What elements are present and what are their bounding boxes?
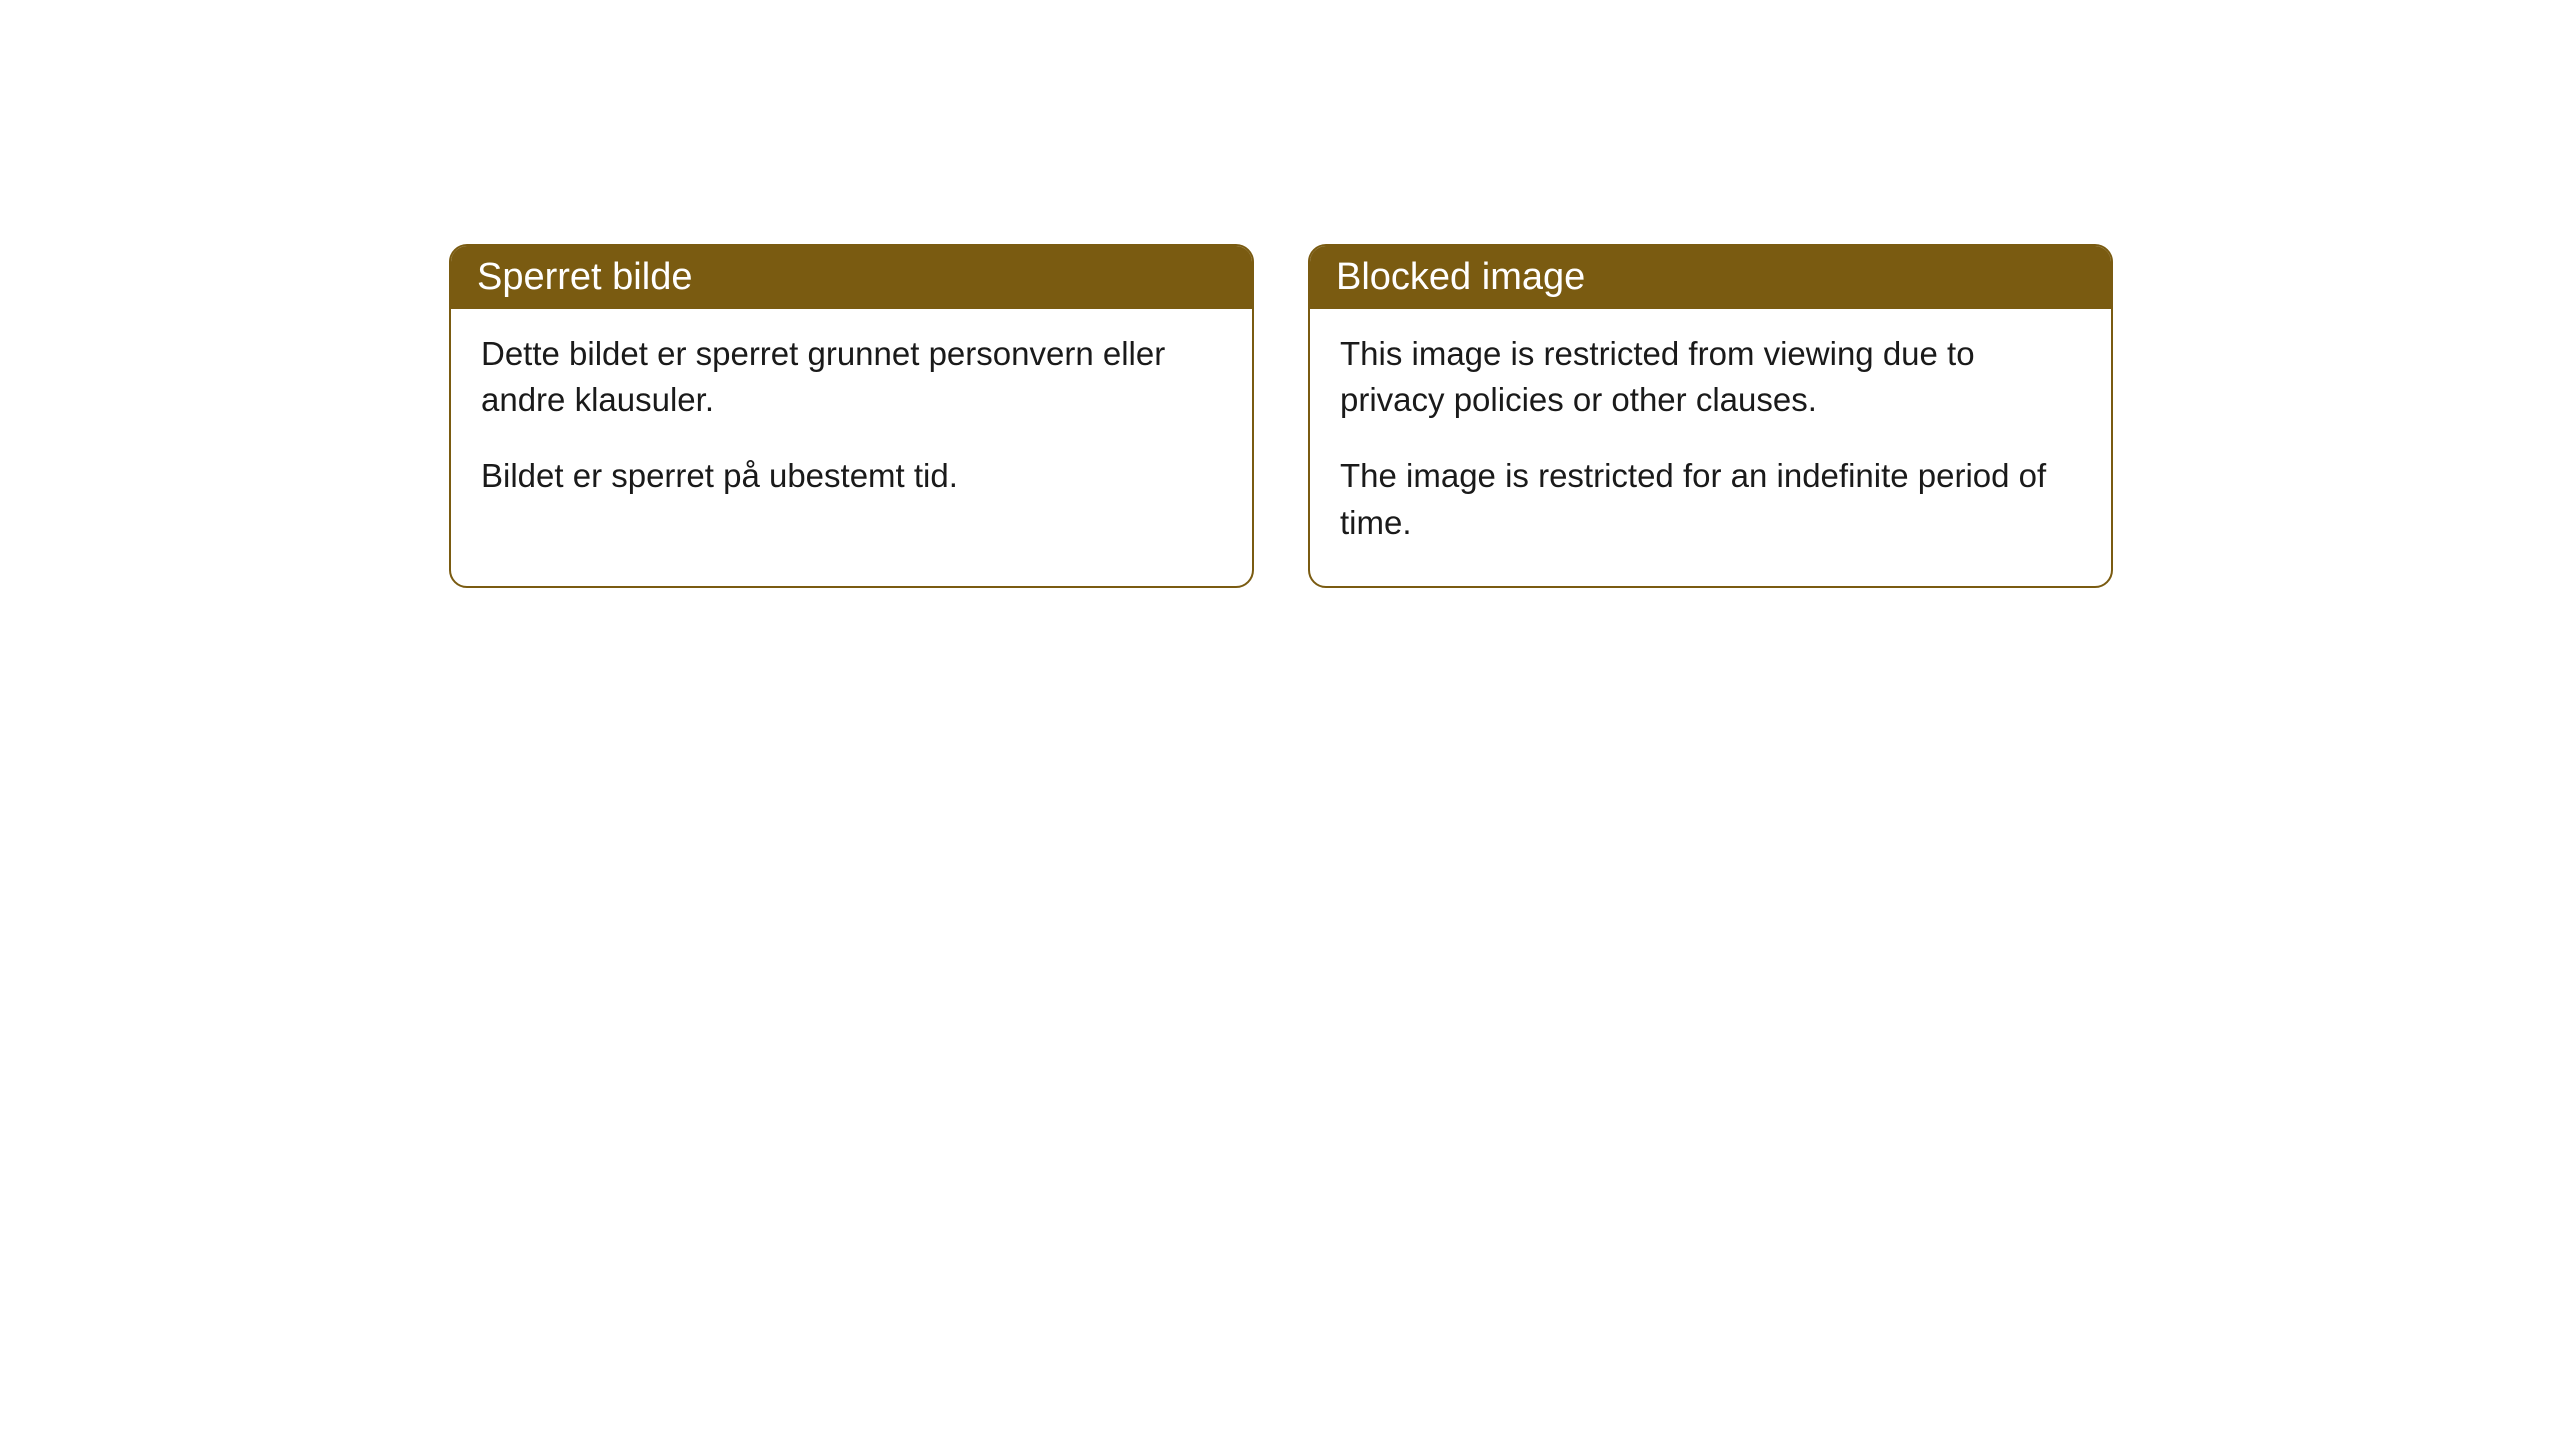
- card-title: Blocked image: [1336, 256, 1585, 298]
- notice-card-english: Blocked image This image is restricted f…: [1308, 244, 2113, 588]
- card-paragraph: This image is restricted from viewing du…: [1340, 331, 2081, 423]
- card-header: Blocked image: [1310, 246, 2111, 309]
- card-paragraph: Dette bildet er sperret grunnet personve…: [481, 331, 1222, 423]
- card-paragraph: Bildet er sperret på ubestemt tid.: [481, 453, 1222, 499]
- notice-cards-container: Sperret bilde Dette bildet er sperret gr…: [449, 244, 2113, 588]
- card-header: Sperret bilde: [451, 246, 1252, 309]
- card-paragraph: The image is restricted for an indefinit…: [1340, 453, 2081, 545]
- notice-card-norwegian: Sperret bilde Dette bildet er sperret gr…: [449, 244, 1254, 588]
- card-body: This image is restricted from viewing du…: [1310, 309, 2111, 586]
- card-body: Dette bildet er sperret grunnet personve…: [451, 309, 1252, 540]
- card-title: Sperret bilde: [477, 256, 692, 298]
